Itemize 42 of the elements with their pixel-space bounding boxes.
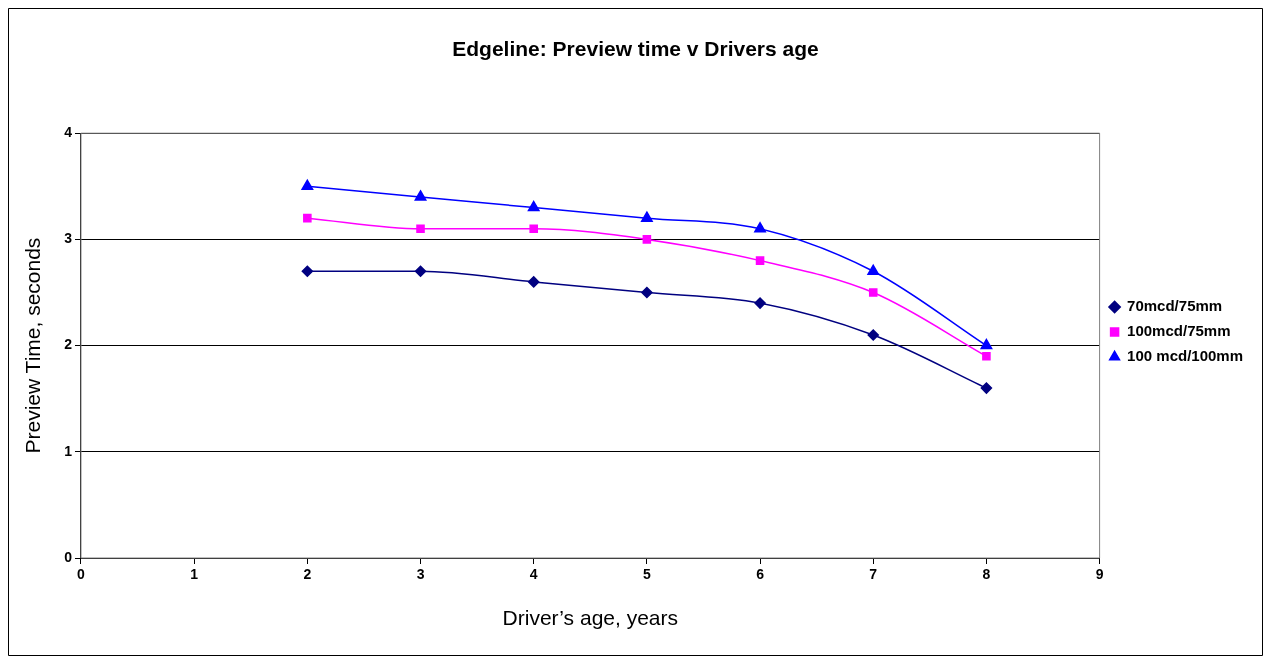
point <box>414 265 427 278</box>
point <box>982 351 991 361</box>
x-tick-label: 9 <box>1095 566 1104 583</box>
point <box>868 288 878 297</box>
point <box>527 276 540 288</box>
point <box>755 256 765 265</box>
x-tick-label: 7 <box>869 566 878 583</box>
x-tick-label: 5 <box>642 566 651 583</box>
legend-label: 100 mcd/100mm <box>1127 347 1243 365</box>
x-axis-title: Driver’s age, years <box>502 606 679 630</box>
x-tick-label: 2 <box>303 566 312 583</box>
x-tick-label: 0 <box>77 566 86 583</box>
chart-title: Edgeline: Preview time v Drivers age <box>452 37 819 61</box>
legend-label: 100mcd/75mm <box>1127 322 1231 340</box>
point <box>301 179 314 191</box>
x-tick-label: 1 <box>190 566 199 583</box>
point <box>529 224 538 234</box>
point <box>754 297 766 309</box>
point <box>642 235 652 244</box>
point <box>980 338 993 350</box>
y-tick-label: 4 <box>64 124 73 141</box>
point <box>640 211 653 222</box>
point <box>416 224 425 234</box>
point <box>867 264 880 276</box>
x-tick-label: 8 <box>982 566 991 583</box>
x-tick-label: 3 <box>416 566 425 583</box>
point <box>867 329 879 341</box>
point <box>414 190 427 201</box>
point <box>303 213 312 223</box>
x-tick-label: 6 <box>756 566 765 583</box>
y-tick-label: 0 <box>64 548 73 565</box>
point <box>641 286 653 299</box>
y-tick-label: 3 <box>64 230 73 247</box>
legend-label: 70mcd/75mm <box>1127 297 1223 315</box>
y-tick-label: 1 <box>64 442 73 459</box>
y-tick-label: 2 <box>64 336 73 353</box>
point <box>301 265 314 278</box>
point <box>527 200 540 212</box>
point <box>754 222 766 233</box>
point <box>980 382 993 394</box>
x-tick-label: 4 <box>529 566 538 583</box>
y-axis-title: Preview Time, seconds <box>21 237 45 454</box>
